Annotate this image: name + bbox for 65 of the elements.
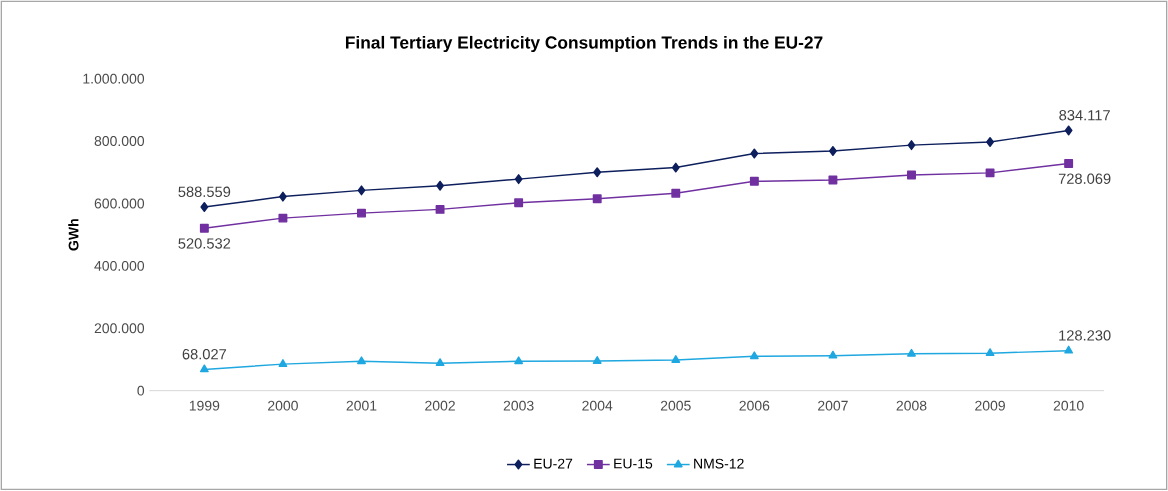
y-tick-label: 200.000: [94, 323, 145, 334]
x-tick-label: 2005: [660, 400, 691, 411]
y-tick-label: 1.000.000: [83, 73, 145, 84]
point: [357, 356, 366, 365]
point: [514, 198, 524, 208]
point: [593, 167, 602, 178]
data-label: 834.117: [1059, 110, 1110, 121]
point: [828, 175, 838, 185]
point: [200, 202, 209, 213]
x-tick-label: 2003: [503, 400, 534, 411]
point: [749, 351, 759, 360]
point: [907, 349, 916, 357]
point: [828, 146, 837, 157]
data-label: 68.027: [182, 349, 227, 360]
point: [671, 188, 681, 198]
point: [1064, 345, 1074, 354]
point: [749, 177, 759, 186]
point: [514, 174, 523, 185]
x-tick-label: 2010: [1053, 400, 1084, 411]
x-tick-label: 2009: [975, 400, 1005, 411]
y-tick-label: 600.000: [94, 198, 145, 209]
chart-title: Final Tertiary Electricity Consumption Trends in the EU-27: [345, 36, 823, 53]
data-label: 520.532: [178, 238, 231, 249]
point: [514, 356, 524, 365]
x-tick-label: 2000: [268, 400, 298, 411]
legend-label: EU-15: [614, 458, 653, 469]
point: [750, 148, 759, 159]
point: [436, 180, 444, 191]
x-tick-label: 2001: [346, 400, 377, 411]
point: [278, 213, 288, 223]
y-tick-label: 0: [137, 385, 145, 396]
point: [278, 359, 288, 368]
x-tick-label: 1999: [189, 400, 220, 411]
point: [828, 350, 838, 359]
point: [357, 208, 366, 218]
x-tick-label: 2002: [425, 400, 455, 411]
point: [592, 356, 602, 365]
x-tick-label: 2006: [739, 400, 770, 411]
point: [199, 364, 209, 373]
point: [435, 205, 445, 215]
point: [985, 348, 995, 357]
data-label: 728.069: [1058, 173, 1111, 185]
point: [671, 355, 681, 364]
point: [1064, 159, 1074, 169]
x-tick-label: 2007: [818, 400, 848, 411]
point: [907, 170, 916, 180]
y-tick-label: 800.000: [94, 136, 145, 147]
point: [671, 162, 680, 173]
data-label: 128.230: [1059, 330, 1111, 341]
legend-label: EU-27: [534, 458, 573, 469]
data-label: 588.559: [178, 186, 231, 198]
x-tick-label: 2004: [582, 400, 613, 411]
point: [907, 140, 916, 151]
point: [985, 168, 995, 178]
y-axis-title: GWh: [68, 219, 79, 251]
point: [592, 194, 602, 204]
point: [986, 137, 994, 148]
point: [435, 358, 445, 367]
point: [278, 191, 287, 202]
x-tick-label: 2008: [896, 400, 927, 411]
point: [357, 185, 366, 196]
y-tick-label: 400.000: [94, 261, 145, 271]
point: [1064, 125, 1073, 136]
legend-label: NMS-12: [694, 458, 744, 469]
point: [199, 223, 209, 233]
